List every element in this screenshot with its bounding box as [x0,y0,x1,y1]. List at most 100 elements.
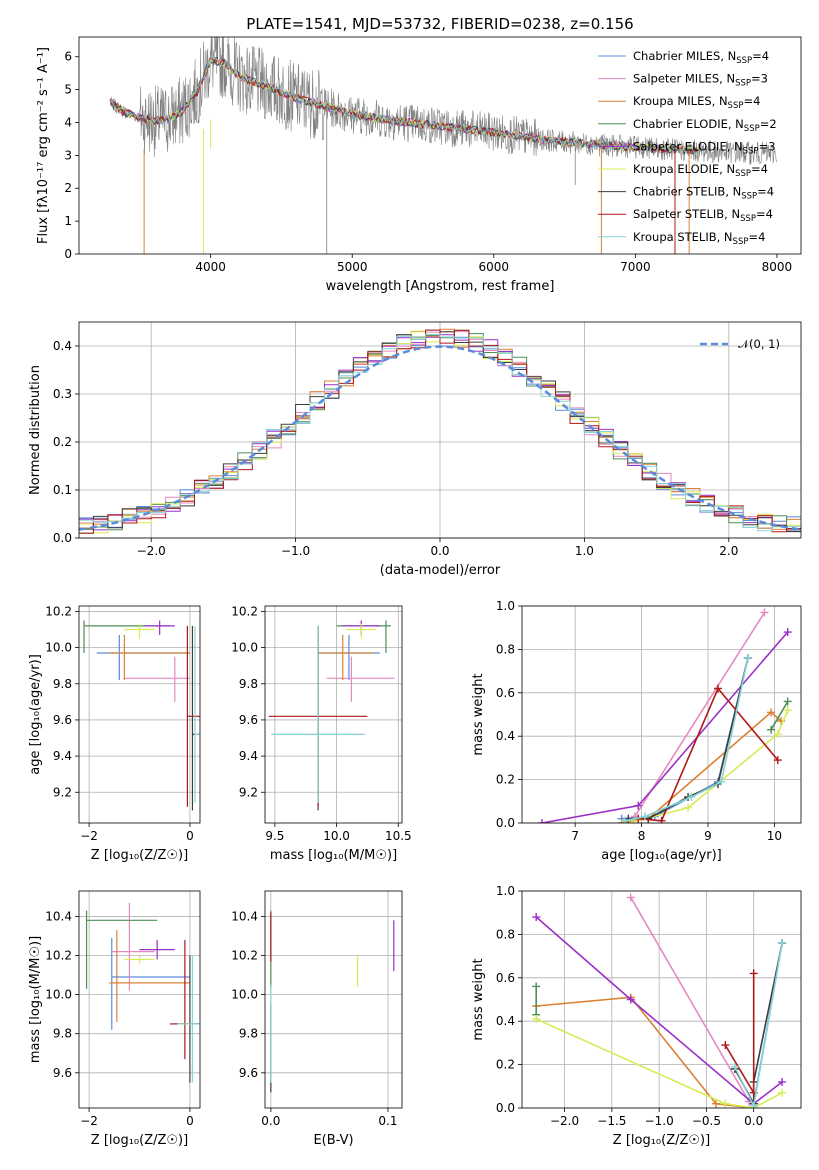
series-line [638,686,779,822]
errorbar-point [144,620,175,635]
y-tick-label: 0.2 [496,773,515,787]
errorbar-point [177,955,200,1083]
y-tick-label: 0.6 [496,971,515,985]
panel-spectrum: 4000 5000 6000 7000 8000 0 1 2 3 4 5 6 wavelength [A… [36,36,802,294]
plus-marker [721,1041,730,1050]
x-tick-label: 9 [704,829,712,843]
weight-series [730,939,787,1108]
y-tick-label: 10.0 [231,988,258,1002]
x-tick-label: 9.5 [265,829,284,843]
plus-marker [717,777,726,786]
axes-frame [78,890,201,1109]
x-tick-label: 6000 [479,260,510,274]
y-tick-label: 10.0 [45,641,72,655]
x-tick-label: −1.0 [281,544,310,558]
series-line [630,897,750,1102]
weight-series [767,697,792,734]
y-axis-label: Flux [fλ10⁻¹⁷ erg cm⁻² s⁻¹ A⁻¹] [36,47,51,244]
model-spectrum-line [109,57,699,156]
y-tick-label: 10.4 [45,909,72,923]
x-tick-label: 7000 [620,260,651,274]
y-tick-label: 0 [64,247,72,261]
panel-age-vs-Z: −2 0 9.2 9.4 9.6 9.8 10.0 10.2 Z [log₁₀(Z/Z☉)] ag… [28,604,201,863]
plus-marker [778,1077,787,1086]
plot-area [268,620,395,811]
axes-frame [521,890,802,1109]
y-tick-label: 1.0 [496,599,515,613]
x-tick-label: 10.5 [385,829,412,843]
x-tick-label: 5000 [337,260,368,274]
plus-marker [767,725,776,734]
x-tick-label: −1.0 [645,1114,674,1128]
y-tick-label: 0.3 [53,387,72,401]
plus-marker [532,1015,541,1024]
axes-frame [521,605,802,824]
y-tick-label: 0.8 [496,642,515,656]
x-tick-label: 1.0 [575,544,594,558]
legend-entry: Chabrier ELODIE, NSSP=2 [633,117,777,134]
weight-series [532,1015,787,1108]
y-tick-label: 10.2 [45,949,72,963]
axes-frame [78,321,802,539]
legend-entry: Salpeter STELIB, NSSP=4 [633,207,773,224]
plot-area [83,620,200,811]
legend-entry: Chabrier STELIB, NSSP=4 [633,185,774,202]
panel-mass-vs-Z: −2 0 9.6 9.8 10.0 10.2 10.4 Z [log₁₀(Z/Z☉)] mass… [28,890,201,1148]
y-tick-label: 4 [64,115,72,129]
plus-marker [783,628,792,637]
x-tick-label: −1.5 [597,1114,626,1128]
axes-frame [264,605,403,824]
plus-marker [749,1101,758,1108]
y-tick-label: 0.1 [53,483,72,497]
y-tick-label: 10.2 [231,949,258,963]
y-tick-label: 0.8 [496,927,515,941]
plus-marker [532,982,541,991]
plot-area [532,893,787,1108]
legend-entry: Kroupa ELODIE, NSSP=4 [633,162,768,179]
y-tick-label: 0.4 [496,729,515,743]
series-line [535,1018,783,1108]
y-tick-label: 9.6 [239,1066,258,1080]
errorbar-point [85,910,158,989]
x-tick-label: 0.0 [261,1114,280,1128]
plus-marker [783,706,792,715]
y-tick-label: 0.0 [53,531,72,545]
x-axis-label: Z [log₁₀(Z/Z☉)] [91,848,188,863]
y-tick-label: 0.4 [496,1014,515,1028]
normal-curve [79,345,801,531]
y-axis-label: Normed distribution [28,365,43,495]
y-tick-label: 10.2 [45,604,72,618]
y-tick-label: 0.0 [496,816,515,830]
x-tick-label: 10 [767,829,782,843]
x-tick-label: 2.0 [719,544,738,558]
x-tick-label: 0 [186,829,194,843]
plus-marker [626,893,635,902]
x-tick-label: −2 [80,1114,98,1128]
plus-marker [778,1088,787,1097]
y-tick-label: 0.2 [53,435,72,449]
legend-entry: Chabrier MILES, NSSP=4 [633,49,769,66]
series-line [628,709,789,823]
y-tick-label: 10.0 [231,641,258,655]
panel-mass-weight-vs-Z: −2.0 −1.5 −1.0 −0.5 0.0 0.0 0.2 0.4 0.6 0.8 1.0 Z [… [471,884,802,1148]
y-tick-label: 6 [64,50,72,64]
y-tick-label: 0.6 [496,686,515,700]
y-tick-label: 10.0 [45,988,72,1002]
plots-layer: 4000 5000 6000 7000 8000 0 1 2 3 4 5 6 wavelength [A… [28,36,802,1148]
plus-marker [626,995,635,1004]
y-tick-label: 0.4 [53,339,72,353]
errorbar-point [111,902,155,991]
y-tick-label: 9.6 [239,713,258,727]
x-tick-label: −0.5 [692,1114,721,1128]
y-tick-label: 9.8 [239,677,258,691]
x-tick-label: 7 [571,829,579,843]
x-tick-label: −2 [80,829,98,843]
x-tick-label: 0.0 [744,1114,763,1128]
plus-marker [713,684,722,693]
series-line [634,612,766,817]
plot-area [79,328,801,534]
y-tick-label: 9.2 [239,785,258,799]
y-axis-label: mass weight [471,958,486,1040]
x-axis-label: Z [log₁₀(Z/Z☉)] [91,1133,188,1148]
